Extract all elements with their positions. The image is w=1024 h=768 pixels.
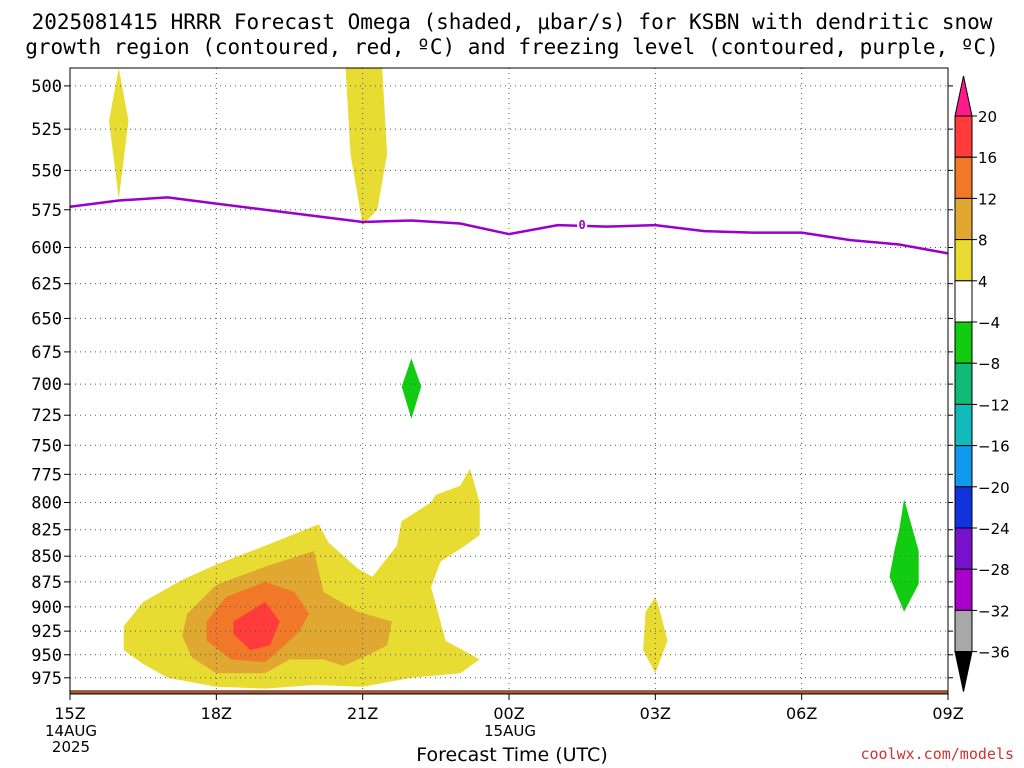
colorbar-swatch xyxy=(954,362,973,405)
omega-region-3-0 xyxy=(233,601,280,651)
colorbar-swatch xyxy=(954,609,973,653)
colorbar-tick-label: −8 xyxy=(978,355,1000,373)
y-tick-label: 775 xyxy=(31,465,62,485)
colorbar-swatch xyxy=(954,115,973,158)
colorbar: 20 16 12 8 4 −4 −8 −12 −16 −20 −24 −28 −32 −36 xyxy=(954,75,1010,692)
y-tick-label: 650 xyxy=(31,309,62,329)
y-tick-label: 700 xyxy=(31,375,62,395)
freezing-level-label-bg xyxy=(577,217,588,232)
omega-region-4-1 xyxy=(889,499,919,612)
freezing-level-layer: 0 xyxy=(69,196,949,255)
x-tick-label: 00Z xyxy=(493,704,524,723)
omega-shading-layer xyxy=(109,68,919,689)
y-tick-label: 875 xyxy=(31,573,62,593)
colorbar-swatch xyxy=(954,445,973,488)
colorbar-tick-label: −32 xyxy=(978,602,1010,620)
y-tick-label: 750 xyxy=(31,436,62,456)
colorbar-swatch xyxy=(954,197,973,241)
x-tick-label: 18Z xyxy=(201,704,232,723)
y-tick-label: 600 xyxy=(31,238,62,258)
y-tick-label: 850 xyxy=(31,547,62,567)
colorbar-swatch xyxy=(954,527,973,570)
freezing-level-line xyxy=(69,196,949,255)
colorbar-swatch xyxy=(954,280,973,323)
y-tick-label: 675 xyxy=(31,343,62,363)
colorbar-tick-label: −28 xyxy=(978,561,1010,579)
colorbar-tick-label: 20 xyxy=(978,108,997,126)
colorbar-swatch xyxy=(954,403,973,447)
x-tick-label: 06Z xyxy=(786,704,817,723)
colorbar-tick-label: 16 xyxy=(978,149,997,167)
colorbar-swatch xyxy=(954,568,973,611)
colorbar-tick-label: −20 xyxy=(978,479,1010,497)
omega-region-0-1 xyxy=(345,68,388,226)
y-tick-label: 625 xyxy=(31,275,62,295)
colorbar-swatch xyxy=(954,486,973,529)
y-tick-label: 725 xyxy=(31,406,62,426)
chart-title-line-2: growth region (contoured, red, ºC) and f… xyxy=(25,35,999,59)
omega-region-4-0 xyxy=(401,358,422,419)
x-tick-label: 09Z xyxy=(932,704,963,723)
y-tick-label: 925 xyxy=(31,622,62,642)
x-tick-sublabel: 14AUG xyxy=(45,722,97,740)
x-axis-label: Forecast Time (UTC) xyxy=(416,744,608,766)
x-tick-label: 15Z xyxy=(54,704,85,723)
site-credit: coolwx.com/models xyxy=(860,745,1014,763)
colorbar-tick-label: 12 xyxy=(978,190,997,208)
x-tick-label: 21Z xyxy=(347,704,378,723)
colorbar-tick-label: −12 xyxy=(978,396,1010,414)
colorbar-bottom-arrow xyxy=(954,651,973,692)
colorbar-swatch xyxy=(954,239,973,282)
colorbar-tick-label: −16 xyxy=(978,438,1010,456)
y-tick-label: 500 xyxy=(31,77,62,97)
chart-title-line-1: 2025081415 HRRR Forecast Omega (shaded, … xyxy=(31,10,993,34)
colorbar-swatch xyxy=(954,321,973,364)
y-tick-label: 525 xyxy=(31,120,62,140)
colorbar-tick-label: −36 xyxy=(978,644,1010,662)
y-tick-label: 950 xyxy=(31,646,62,666)
y-tick-label: 550 xyxy=(31,161,62,181)
x-tick-sublabel: 15AUG xyxy=(484,722,536,740)
freezing-level-label: 0 xyxy=(579,218,586,232)
x-tick-label: 03Z xyxy=(640,704,671,723)
y-tick-label: 900 xyxy=(31,598,62,618)
y-tick-label: 825 xyxy=(31,521,62,541)
ground-layer xyxy=(70,690,948,694)
colorbar-tick-label: −24 xyxy=(978,520,1010,538)
colorbar-top-arrow xyxy=(954,75,973,117)
ground-surface xyxy=(70,690,948,694)
omega-region-0-3 xyxy=(643,596,668,674)
colorbar-tick-label: 8 xyxy=(978,232,988,250)
colorbar-tick-label: −4 xyxy=(978,314,1000,332)
colorbar-swatch xyxy=(954,156,973,199)
y-tick-label: 975 xyxy=(31,669,62,689)
x-tick-sublabel: 2025 xyxy=(52,738,90,756)
colorbar-tick-label: 4 xyxy=(978,273,988,291)
y-tick-label: 800 xyxy=(31,493,62,513)
y-tick-label: 575 xyxy=(31,201,62,221)
y-axis-ticks: 500 525 550 575 600 625 650 675 700 725 750 775 800 8… xyxy=(31,77,953,689)
omega-region-0-0 xyxy=(109,68,129,199)
